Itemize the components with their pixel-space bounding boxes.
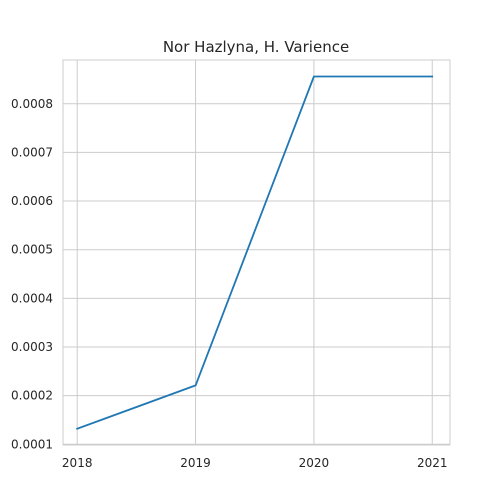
x-tick-label: 2018 — [62, 456, 93, 470]
gridlines — [63, 60, 450, 445]
chart-title: Nor Hazlyna, H. Varience — [163, 38, 349, 56]
y-tick-label: 0.0005 — [11, 243, 53, 257]
x-axis-ticks: 2018 2019 2020 2021 — [62, 456, 448, 470]
y-tick-label: 0.0007 — [11, 145, 53, 159]
y-axis-ticks: 0.0001 0.0002 0.0003 0.0004 0.0005 0.0006 0.00… — [11, 97, 53, 451]
plot-frame — [62, 59, 451, 446]
y-tick-label: 0.0008 — [11, 97, 53, 111]
series-line — [76, 75, 434, 430]
y-tick-label: 0.0001 — [11, 437, 53, 451]
x-tick-label: 2020 — [299, 456, 330, 470]
y-tick-label: 0.0002 — [11, 389, 53, 403]
y-tick-label: 0.0003 — [11, 340, 53, 354]
x-tick-label: 2021 — [417, 456, 448, 470]
series-layer — [76, 75, 434, 430]
y-tick-label: 0.0006 — [11, 194, 53, 208]
y-tick-label: 0.0004 — [11, 291, 53, 305]
x-tick-label: 2019 — [180, 456, 211, 470]
